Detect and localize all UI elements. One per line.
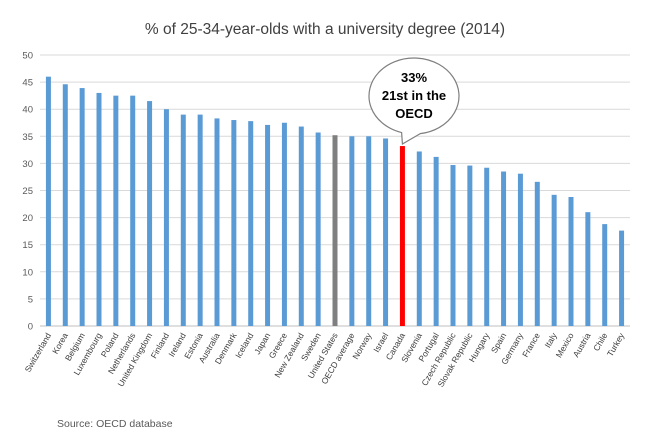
bar-ireland xyxy=(180,114,186,327)
bar-spain xyxy=(501,171,507,326)
source-note: Source: OECD database xyxy=(57,418,173,430)
chart-title: % of 25-34-year-olds with a university d… xyxy=(145,21,505,38)
bar-denmark xyxy=(231,120,237,326)
bar-united-kingdom xyxy=(147,101,153,326)
x-tick-label: Turkey xyxy=(605,330,627,358)
callout-line-rank: 21st in the xyxy=(382,88,446,103)
y-tick-label: 30 xyxy=(22,159,33,170)
x-tick-label: Austria xyxy=(571,331,593,359)
y-tick-label: 45 xyxy=(22,78,33,89)
bar-germany xyxy=(517,173,523,326)
bar-belgium xyxy=(79,88,85,326)
y-tick-label: 40 xyxy=(22,105,33,116)
y-tick-label: 10 xyxy=(22,267,33,278)
y-tick-label: 50 xyxy=(22,51,33,62)
callout-line-scope: OECD xyxy=(395,106,433,121)
bar-new-zealand xyxy=(298,126,304,326)
x-tick-label: Switzerland xyxy=(23,331,54,374)
bar-oecd-average xyxy=(349,136,355,326)
bars xyxy=(45,76,625,327)
bar-norway xyxy=(366,136,372,326)
bar-greece xyxy=(281,122,287,326)
bar-austria xyxy=(585,212,591,326)
bar-switzerland xyxy=(45,76,51,327)
callout: 33% 21st in the OECD xyxy=(368,57,460,146)
bar-netherlands xyxy=(130,95,136,327)
bar-slovak-republic xyxy=(467,165,473,326)
bar-japan xyxy=(265,124,271,326)
callout-bubble xyxy=(368,57,460,146)
bar-sweden xyxy=(315,132,321,326)
y-tick-label: 35 xyxy=(22,132,33,143)
bar-finland xyxy=(163,109,169,326)
x-axis: SwitzerlandKoreaBelgiumLuxembourgPolandN… xyxy=(23,330,627,388)
y-axis: 0 5 10 15 20 25 30 35 40 45 50 xyxy=(22,51,33,333)
bar-poland xyxy=(113,95,119,327)
bar-luxembourg xyxy=(96,92,102,326)
y-tick-label: 15 xyxy=(22,240,33,251)
bar-portugal xyxy=(433,156,439,326)
y-tick-label: 20 xyxy=(22,213,33,224)
bar-iceland xyxy=(248,121,254,327)
bar-israel xyxy=(383,138,389,326)
y-tick-label: 25 xyxy=(22,186,33,197)
x-tick-label: Italy xyxy=(542,330,559,349)
bar-canada xyxy=(399,146,405,326)
bar-france xyxy=(534,181,540,326)
bar-italy xyxy=(551,194,557,326)
bar-hungary xyxy=(484,167,490,326)
bar-united-states xyxy=(332,135,338,326)
bar-estonia xyxy=(197,114,203,327)
bar-chile xyxy=(602,224,608,326)
bar-australia xyxy=(214,118,220,326)
y-tick-label: 0 xyxy=(28,322,33,333)
bar-slovenia xyxy=(416,151,422,326)
bar-mexico xyxy=(568,197,574,326)
bar-czech-republic xyxy=(450,165,456,326)
y-tick-label: 5 xyxy=(28,294,33,305)
bar-korea xyxy=(62,84,68,326)
bar-turkey xyxy=(619,230,625,326)
callout-line-value: 33% xyxy=(401,70,427,85)
